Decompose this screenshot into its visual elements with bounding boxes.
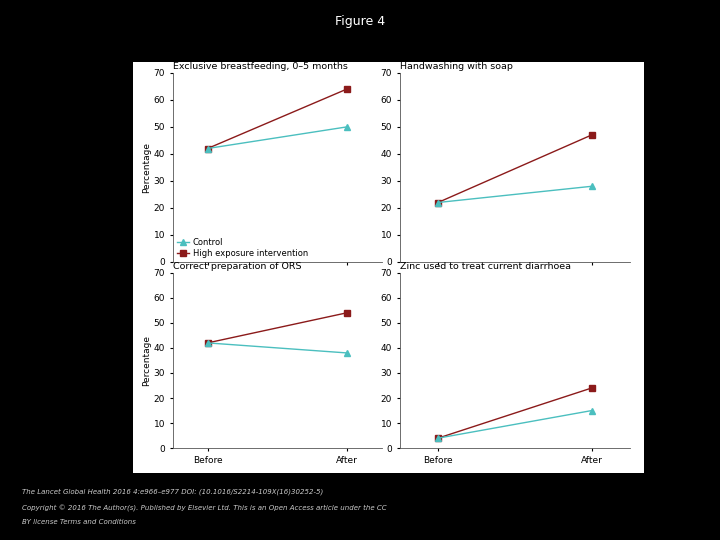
Text: Figure 4: Figure 4 (335, 15, 385, 28)
Text: Copyright © 2016 The Author(s). Published by Elsevier Ltd. This is an Open Acces: Copyright © 2016 The Author(s). Publishe… (22, 505, 386, 512)
Y-axis label: Percentage: Percentage (142, 142, 151, 193)
Text: Handwashing with soap: Handwashing with soap (400, 62, 513, 71)
Text: Correct preparation of ORS: Correct preparation of ORS (173, 261, 301, 271)
Text: BY license Terms and Conditions: BY license Terms and Conditions (22, 519, 135, 525)
Y-axis label: Percentage: Percentage (142, 335, 151, 386)
Legend: Control, High exposure intervention: Control, High exposure intervention (177, 238, 308, 258)
Text: Zinc used to treat current diarrhoea: Zinc used to treat current diarrhoea (400, 261, 571, 271)
Text: The Lancet Global Health 2016 4:e966–e977 DOI: (10.1016/S2214-109X(16)30252-5): The Lancet Global Health 2016 4:e966–e97… (22, 489, 323, 495)
Text: Exclusive breastfeeding, 0–5 months: Exclusive breastfeeding, 0–5 months (173, 62, 348, 71)
